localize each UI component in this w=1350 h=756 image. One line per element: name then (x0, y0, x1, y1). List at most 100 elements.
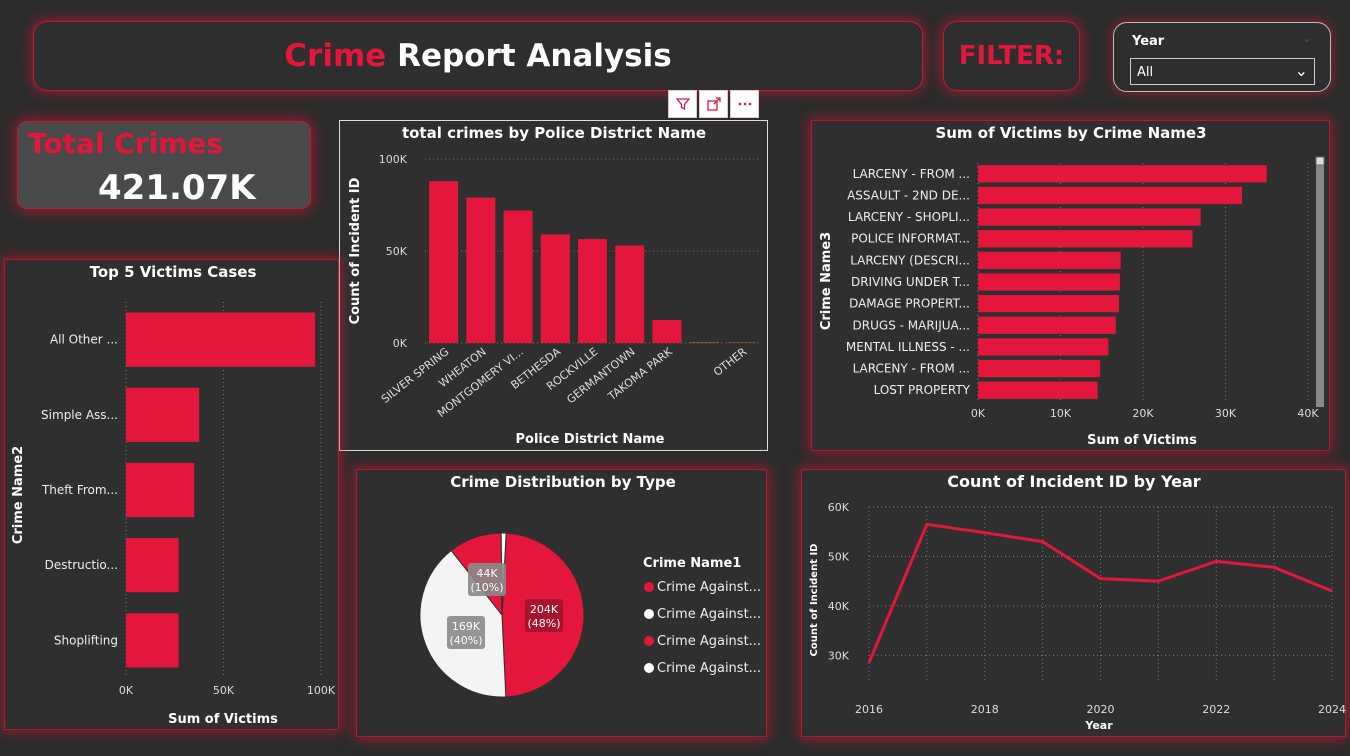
legend-title: Crime Name1 (643, 556, 741, 571)
victims-crime-name3-chart: Sum of Victims by Crime Name3 0K 10K 20K 30K… (819, 124, 1325, 448)
bar (466, 197, 496, 343)
bar (978, 338, 1109, 356)
bar (540, 234, 570, 343)
top5-victims-panel[interactable]: Top 5 Victims Cases 0K 50K 100K All Other ..… (4, 259, 339, 730)
district-chart-panel[interactable]: total crimes by Police District Name 100K… (339, 120, 768, 451)
bar (978, 230, 1193, 248)
category-label: LARCENY - FROM ... (853, 362, 970, 376)
data-label-box (447, 616, 485, 649)
category-label: LOST PROPERTY (874, 383, 971, 397)
crime-distribution-pie: Crime Distribution by Type204K(48%)169K(… (419, 473, 761, 698)
x-tick-label: 40K (1297, 407, 1319, 420)
chart-title: total crimes by Police District Name (402, 124, 706, 142)
y-tick-label: 100K (379, 153, 408, 166)
bar (978, 316, 1116, 334)
y-tick-label: 30K (828, 649, 850, 662)
total-crimes-card: Total Crimes 421.07K (17, 121, 311, 209)
category-label: DAMAGE PROPERT... (849, 297, 970, 311)
y-tick-label: 50K (828, 550, 850, 563)
legend-marker (644, 663, 654, 673)
category-label: Theft From... (41, 483, 118, 497)
x-axis-title: Police District Name (516, 432, 665, 447)
year-slicer-label: Year (1132, 34, 1165, 49)
bar (978, 359, 1101, 378)
bar (726, 342, 756, 343)
report-title-banner: Crime Report Analysis (33, 21, 923, 91)
y-tick-label: 0K (393, 337, 408, 350)
data-label-pct: (10%) (470, 581, 503, 594)
category-label: LARCENY - FROM ... (853, 167, 970, 181)
visual-toolbar (668, 90, 759, 118)
x-tick-label: 0K (119, 684, 134, 697)
bar (126, 613, 179, 668)
year-slicer[interactable]: Year ⌄ All ⌄ (1113, 22, 1331, 92)
total-crimes-label: Total Crimes (28, 127, 224, 160)
legend-marker (644, 582, 654, 592)
category-label: DRUGS - MARIJUA... (853, 318, 970, 332)
y-axis-title: Crime Name2 (11, 446, 26, 544)
chevron-down-icon[interactable]: ⌄ (1294, 61, 1308, 80)
crime-distribution-panel[interactable]: Crime Distribution by Type 204K (48%) 169K(… (356, 469, 767, 737)
data-label-pct: (48%) (527, 617, 560, 630)
category-label: All Other ... (50, 333, 118, 347)
x-tick-label: 2016 (855, 703, 883, 716)
bar (978, 381, 1098, 399)
data-label-value: 169K (452, 620, 481, 633)
data-label-box (468, 563, 506, 596)
bar (615, 245, 645, 343)
x-tick-label: 10K (1050, 407, 1072, 420)
bar (126, 387, 200, 442)
category-label: LARCENY - SHOPLI... (848, 210, 970, 224)
chart-title: Crime Distribution by Type (450, 473, 676, 491)
year-dropdown[interactable]: All ⌄ (1130, 58, 1315, 85)
x-tick-label: 30K (1215, 407, 1237, 420)
focus-mode-icon[interactable] (699, 90, 728, 118)
y-axis-title: Count of Incident ID (348, 177, 363, 324)
bar (126, 312, 316, 367)
data-label-box (525, 599, 563, 632)
data-label-value: 44K (476, 567, 498, 580)
incidents-by-year-panel[interactable]: Count of Incident ID by Year 60K 50K 40K 30K… (801, 469, 1346, 737)
series-line (867, 522, 1333, 664)
filter-label: FILTER: (958, 41, 1065, 71)
bar (978, 251, 1121, 270)
category-label: POLICE INFORMAT... (851, 232, 970, 246)
victims-crime-name3-panel[interactable]: Sum of Victims by Crime Name3 0K 10K 20K 30K… (811, 120, 1330, 451)
y-tick-label: 50K (386, 245, 408, 258)
slicer-collapse-icon[interactable]: ⌄ (1301, 31, 1312, 45)
x-tick-label: 2024 (1318, 703, 1346, 716)
filter-icon[interactable] (668, 90, 697, 118)
y-axis-title: Crime Name3 (819, 232, 834, 330)
district-bar-chart: total crimes by Police District Name 100K… (348, 124, 760, 447)
x-axis-title: Year (1084, 719, 1113, 732)
bar (126, 538, 179, 593)
more-options-icon[interactable] (730, 90, 759, 118)
scrollbar-thumb (1315, 156, 1325, 166)
legend-label: Crime Against... (657, 607, 761, 622)
bar (978, 294, 1120, 313)
total-crimes-value: 421.07K (98, 168, 256, 208)
x-axis-title: Sum of Victims (1087, 433, 1197, 448)
legend-marker (644, 636, 654, 646)
chart-title: Top 5 Victims Cases (90, 263, 257, 281)
legend-label: Crime Against... (657, 580, 761, 595)
data-label-pct: (40%) (449, 634, 482, 647)
bar (429, 181, 459, 343)
legend-marker (644, 609, 654, 619)
y-axis-title: Count of Incident ID (809, 544, 820, 657)
x-tick-label: 50K (213, 684, 235, 697)
x-tick-label: 100K (307, 684, 336, 697)
x-tick-label: 2020 (1087, 703, 1115, 716)
legend-label: Crime Against... (657, 634, 761, 649)
bar (126, 462, 195, 518)
x-tick-label: 2018 (971, 703, 999, 716)
bar (503, 210, 533, 343)
bar (978, 208, 1201, 226)
category-label: Destructio... (45, 558, 118, 572)
year-selected-value: All (1137, 65, 1154, 80)
y-tick-label: 40K (828, 600, 850, 613)
chart-title: Sum of Victims by Crime Name3 (935, 124, 1206, 142)
x-tick-label: TAKOMA PARK (605, 345, 675, 404)
data-label-value: 204K (530, 603, 559, 616)
bar (652, 320, 682, 343)
